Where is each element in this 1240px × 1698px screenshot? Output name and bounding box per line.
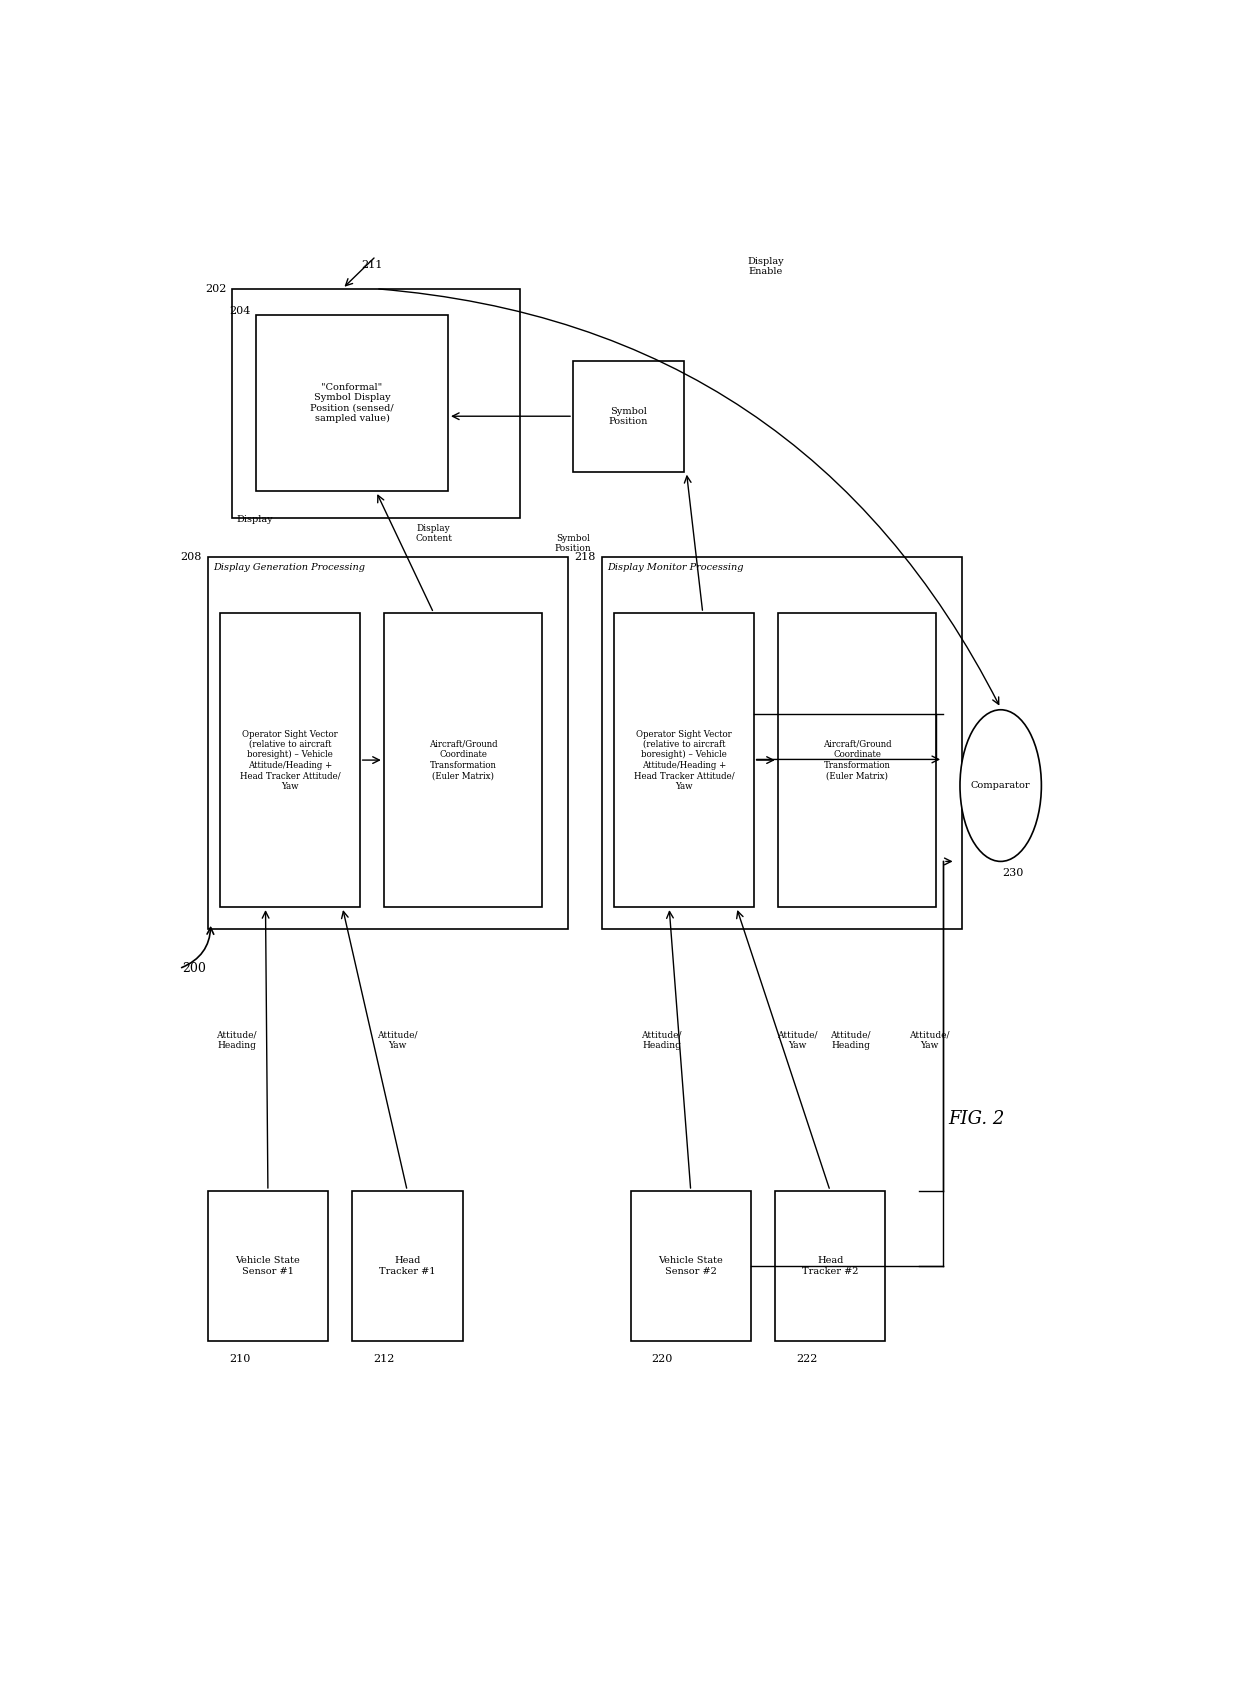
FancyBboxPatch shape xyxy=(352,1190,463,1341)
Text: Attitude/
Heading: Attitude/ Heading xyxy=(831,1031,870,1051)
FancyBboxPatch shape xyxy=(614,613,754,907)
Text: 222: 222 xyxy=(796,1355,817,1363)
FancyBboxPatch shape xyxy=(208,1190,327,1341)
Text: 208: 208 xyxy=(180,552,201,562)
Text: "Conformal"
Symbol Display
Position (sensed/
sampled value): "Conformal" Symbol Display Position (sen… xyxy=(310,384,394,423)
Text: 202: 202 xyxy=(206,284,227,294)
Text: Vehicle State
Sensor #2: Vehicle State Sensor #2 xyxy=(658,1257,723,1275)
FancyBboxPatch shape xyxy=(573,360,683,472)
FancyBboxPatch shape xyxy=(631,1190,751,1341)
FancyBboxPatch shape xyxy=(383,613,542,907)
FancyBboxPatch shape xyxy=(777,613,936,907)
FancyBboxPatch shape xyxy=(601,557,962,929)
Text: Display
Content: Display Content xyxy=(415,523,453,543)
Text: Attitude/
Heading: Attitude/ Heading xyxy=(641,1031,682,1051)
FancyBboxPatch shape xyxy=(221,613,360,907)
Text: Attitude/
Yaw: Attitude/ Yaw xyxy=(776,1031,817,1051)
Text: 200: 200 xyxy=(182,963,206,975)
Text: FIG. 2: FIG. 2 xyxy=(949,1110,1004,1127)
Text: Comparator: Comparator xyxy=(971,781,1030,790)
Text: Operator Sight Vector
(relative to aircraft
boresight) – Vehicle
Attitude/Headin: Operator Sight Vector (relative to aircr… xyxy=(634,730,734,791)
Text: 210: 210 xyxy=(229,1355,250,1363)
Text: Aircraft/Ground
Coordinate
Transformation
(Euler Matrix): Aircraft/Ground Coordinate Transformatio… xyxy=(429,740,497,779)
Text: Display: Display xyxy=(237,514,273,525)
Text: 211: 211 xyxy=(362,260,383,270)
FancyBboxPatch shape xyxy=(232,289,521,518)
Text: Vehicle State
Sensor #1: Vehicle State Sensor #1 xyxy=(236,1257,300,1275)
Text: Attitude/
Heading: Attitude/ Heading xyxy=(217,1031,257,1051)
Ellipse shape xyxy=(960,710,1042,861)
Text: 218: 218 xyxy=(574,552,595,562)
FancyBboxPatch shape xyxy=(255,314,448,491)
Text: Aircraft/Ground
Coordinate
Transformation
(Euler Matrix): Aircraft/Ground Coordinate Transformatio… xyxy=(822,740,892,779)
Text: Head
Tracker #2: Head Tracker #2 xyxy=(802,1257,858,1275)
Text: Symbol
Position: Symbol Position xyxy=(609,406,649,426)
Text: 230: 230 xyxy=(1003,868,1024,878)
Text: Display Generation Processing: Display Generation Processing xyxy=(213,564,365,572)
Text: Operator Sight Vector
(relative to aircraft
boresight) – Vehicle
Attitude/Headin: Operator Sight Vector (relative to aircr… xyxy=(239,730,340,791)
Text: Head
Tracker #1: Head Tracker #1 xyxy=(379,1257,435,1275)
FancyBboxPatch shape xyxy=(775,1190,885,1341)
Text: 220: 220 xyxy=(652,1355,673,1363)
Text: Display
Enable: Display Enable xyxy=(746,256,784,277)
Text: 204: 204 xyxy=(229,306,250,316)
Text: Attitude/
Yaw: Attitude/ Yaw xyxy=(377,1031,418,1051)
Text: Display Monitor Processing: Display Monitor Processing xyxy=(606,564,743,572)
Text: 212: 212 xyxy=(373,1355,394,1363)
Text: Symbol
Position: Symbol Position xyxy=(554,533,591,554)
FancyBboxPatch shape xyxy=(208,557,568,929)
Text: Attitude/
Yaw: Attitude/ Yaw xyxy=(909,1031,950,1051)
